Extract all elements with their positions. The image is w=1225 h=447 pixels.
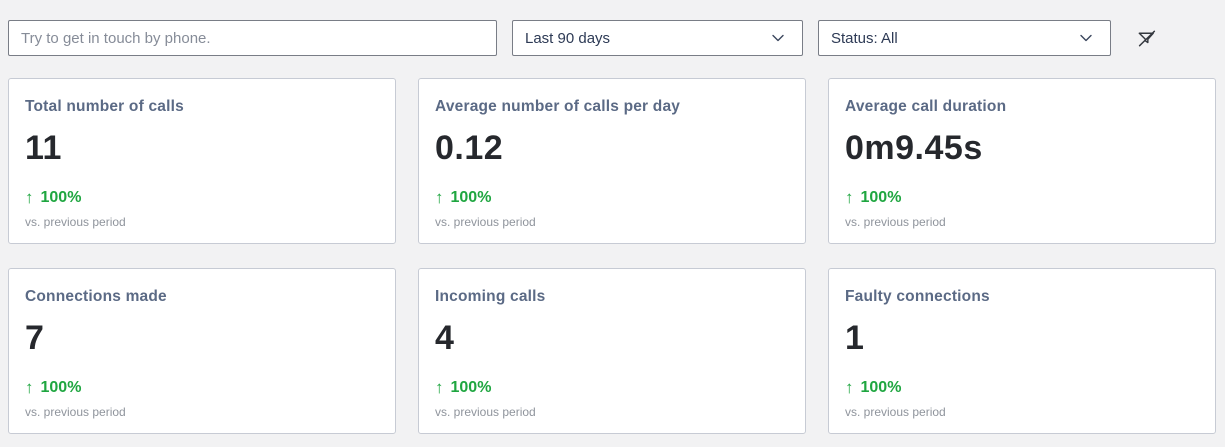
stat-title: Average call duration [845,98,1007,115]
stat-title: Incoming calls [435,288,546,305]
stat-comparison: vs. previous period [435,405,536,419]
stat-value: 0.12 [435,129,504,167]
trend-up-icon: ↑ [25,188,34,207]
stat-card-avg-calls-per-day: Average number of calls per day 0.12 ↑ 1… [418,78,806,244]
stat-card-total-calls: Total number of calls 11 ↑ 100% vs. prev… [8,78,396,244]
stat-comparison: vs. previous period [845,405,946,419]
trend-change: 100% [40,379,82,396]
stat-value: 11 [25,129,62,167]
stat-value: 7 [25,319,45,357]
stat-trend: ↑ 100% [435,188,789,208]
trend-up-icon: ↑ [25,378,34,397]
trend-up-icon: ↑ [845,188,854,207]
date-range-select[interactable]: Last 90 days [512,20,803,56]
stat-card-faulty-connections: Faulty connections 1 ↑ 100% vs. previous… [828,268,1216,434]
trend-change: 100% [40,189,82,206]
stat-card-avg-call-duration: Average call duration 0m9.45s ↑ 100% vs.… [828,78,1216,244]
stat-title: Total number of calls [25,98,184,115]
stat-trend: ↑ 100% [25,378,379,398]
stat-card-connections-made: Connections made 7 ↑ 100% vs. previous p… [8,268,396,434]
stat-value: 4 [435,319,455,357]
trend-up-icon: ↑ [435,188,444,207]
trend-up-icon: ↑ [845,378,854,397]
trend-up-icon: ↑ [435,378,444,397]
trend-change: 100% [450,379,492,396]
chevron-down-icon [770,30,786,46]
filter-bar: Last 90 days Status: All [8,20,1216,56]
clear-filters-button[interactable] [1133,25,1160,52]
stat-comparison: vs. previous period [435,215,536,229]
stat-title: Faulty connections [845,288,990,305]
stat-cards-grid: Total number of calls 11 ↑ 100% vs. prev… [8,78,1216,434]
stat-comparison: vs. previous period [845,215,946,229]
stat-trend: ↑ 100% [845,378,1199,398]
date-range-value: Last 90 days [525,29,611,47]
trend-change: 100% [450,189,492,206]
stat-trend: ↑ 100% [435,378,789,398]
status-value: Status: All [831,29,898,47]
stat-value: 0m9.45s [845,129,983,167]
stat-comparison: vs. previous period [25,405,126,419]
stat-comparison: vs. previous period [25,215,126,229]
stat-title: Connections made [25,288,167,305]
search-input[interactable] [8,20,497,56]
stat-title: Average number of calls per day [435,98,681,115]
stat-trend: ↑ 100% [25,188,379,208]
filter-off-icon [1135,30,1158,53]
trend-change: 100% [860,189,902,206]
stat-value: 1 [845,319,865,357]
stat-card-incoming-calls: Incoming calls 4 ↑ 100% vs. previous per… [418,268,806,434]
chevron-down-icon [1078,30,1094,46]
stat-trend: ↑ 100% [845,188,1199,208]
trend-change: 100% [860,379,902,396]
status-select[interactable]: Status: All [818,20,1111,56]
